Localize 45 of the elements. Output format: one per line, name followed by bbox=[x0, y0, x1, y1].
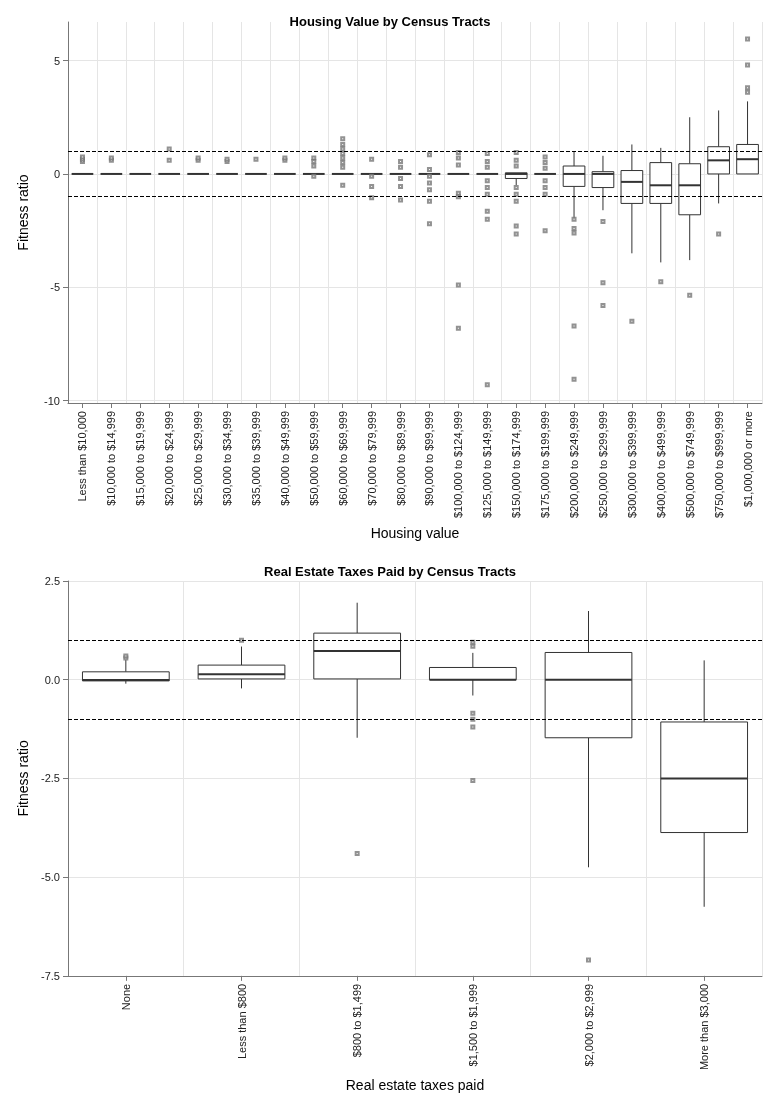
x-tick-label: $1,500 to $1,999 bbox=[466, 983, 479, 1067]
x-tick-label: $80,000 to $89,999 bbox=[394, 411, 407, 506]
x-axis-title: Housing value bbox=[370, 524, 460, 541]
y-tick-label: -7.5 bbox=[41, 969, 60, 982]
x-tick-label: Less than $800 bbox=[235, 983, 248, 1060]
y-tick-label: -2.5 bbox=[41, 772, 60, 785]
x-tick-label: $800 to $1,499 bbox=[351, 983, 364, 1058]
y-tick-label: -5.0 bbox=[41, 871, 60, 884]
x-tick-label: $35,000 to $39,999 bbox=[249, 411, 262, 506]
x-tick-label: $1,000,000 or more bbox=[741, 411, 754, 508]
x-tick-label: $90,000 to $99,999 bbox=[423, 411, 436, 506]
x-tick-label: $50,000 to $59,999 bbox=[307, 411, 320, 506]
y-tick-label: 5 bbox=[53, 54, 60, 67]
x-tick-label: $20,000 to $24,999 bbox=[163, 411, 176, 506]
x-tick-label: $25,000 to $29,999 bbox=[192, 411, 205, 506]
x-tick-label: $40,000 to $49,999 bbox=[278, 411, 291, 506]
x-tick-label: $100,000 to $124,999 bbox=[452, 411, 465, 519]
y-axis-title: Fitness ratio bbox=[15, 174, 31, 251]
x-tick-label: $200,000 to $249,999 bbox=[568, 411, 581, 519]
x-tick-label: $500,000 to $749,999 bbox=[683, 411, 696, 519]
y-tick-label: -10 bbox=[44, 394, 60, 407]
chart-title: Housing Value by Census Tracts bbox=[289, 14, 491, 29]
x-tick-label: $750,000 to $999,999 bbox=[712, 411, 725, 519]
chart-title: Real Estate Taxes Paid by Census Tracts bbox=[264, 564, 516, 579]
y-tick-label: 0.0 bbox=[44, 673, 60, 686]
x-tick-label: $2,000 to $2,999 bbox=[582, 983, 595, 1067]
x-tick-label: $60,000 to $69,999 bbox=[336, 411, 349, 506]
x-tick-label: None bbox=[119, 983, 132, 1011]
x-tick-label: $15,000 to $19,999 bbox=[134, 411, 147, 506]
x-tick-label: $175,000 to $199,999 bbox=[539, 411, 552, 519]
y-tick-label: 0 bbox=[53, 167, 60, 180]
y-axis-title: Fitness ratio bbox=[15, 740, 31, 817]
x-tick-label: $250,000 to $299,999 bbox=[596, 411, 609, 519]
x-tick-label: $30,000 to $34,999 bbox=[221, 411, 234, 506]
x-tick-label: $300,000 to $399,999 bbox=[625, 411, 638, 519]
x-tick-label: Less than $10,000 bbox=[76, 411, 89, 502]
y-tick-label: 2.5 bbox=[44, 575, 60, 587]
y-tick-label: -5 bbox=[50, 281, 60, 294]
x-tick-label: $125,000 to $149,999 bbox=[481, 411, 494, 519]
x-tick-label: $10,000 to $14,999 bbox=[105, 411, 118, 506]
x-tick-label: $400,000 to $499,999 bbox=[654, 411, 667, 519]
x-axis-title: Real estate taxes paid bbox=[345, 1077, 485, 1093]
x-tick-label: $70,000 to $79,999 bbox=[365, 411, 378, 506]
x-tick-label: More than $3,000 bbox=[698, 983, 711, 1071]
x-tick-label: $150,000 to $174,999 bbox=[510, 411, 523, 519]
